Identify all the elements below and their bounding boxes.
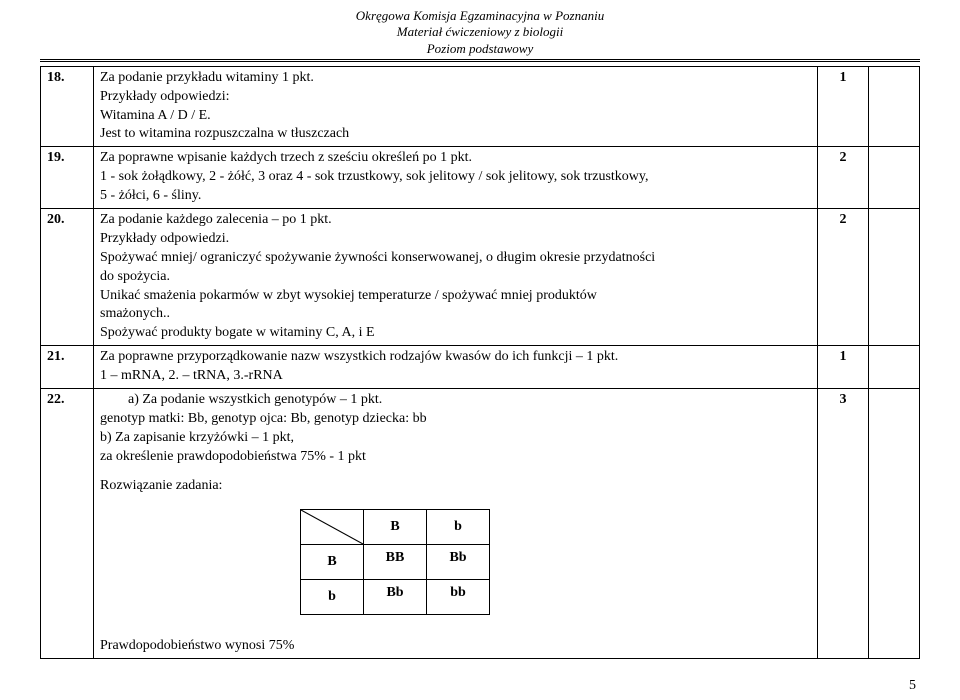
spacer [100,623,811,637]
content-line: a) Za podanie wszystkich genotypów – 1 p… [100,391,811,410]
punnett-col-header: b [427,510,490,545]
row-number: 18. [41,66,94,147]
content-line: Spożywać mniej/ ograniczyć spożywanie ży… [100,249,811,268]
table-row: 22. a) Za podanie wszystkich genotypów –… [41,389,920,659]
punnett-row-header: b [301,580,364,615]
content-line: Za poprawne wpisanie każdych trzech z sz… [100,149,811,168]
page: Okręgowa Komisja Egzaminacyjna w Poznani… [0,0,960,659]
punnett-cell: Bb [364,580,427,615]
row-blank [869,66,920,147]
probability-line: Prawdopodobieństwo wynosi 75% [100,637,811,656]
row-blank [869,389,920,659]
table-row: 18. Za podanie przykładu witaminy 1 pkt.… [41,66,920,147]
row-points: 2 [818,208,869,345]
row-blank [869,346,920,389]
content-line: Za poprawne przyporządkowanie nazw wszys… [100,348,811,367]
diagonal-icon [301,510,363,544]
row-blank [869,208,920,345]
row-points: 3 [818,389,869,659]
row-number: 19. [41,147,94,209]
row-content: Za podanie każdego zalecenia – po 1 pkt.… [94,208,818,345]
punnett-row-header: B [301,545,364,580]
row-number: 20. [41,208,94,345]
punnett-square: B b B BB Bb b Bb bb [100,509,811,615]
content-line: 1 - sok żołądkowy, 2 - żółć, 3 oraz 4 - … [100,168,811,187]
content-line: Witamina A / D / E. [100,107,811,126]
header-line-1: Okręgowa Komisja Egzaminacyjna w Poznani… [40,8,920,24]
content-line: za określenie prawdopodobieństwa 75% - 1… [100,448,811,467]
punnett-table: B b B BB Bb b Bb bb [300,509,490,615]
punnett-cell: Bb [427,545,490,580]
row-content: Za poprawne wpisanie każdych trzech z sz… [94,147,818,209]
row-points: 1 [818,346,869,389]
row-content: a) Za podanie wszystkich genotypów – 1 p… [94,389,818,659]
row-content: Za poprawne przyporządkowanie nazw wszys… [94,346,818,389]
table-row: 20. Za podanie każdego zalecenia – po 1 … [41,208,920,345]
row-content: Za podanie przykładu witaminy 1 pkt. Prz… [94,66,818,147]
table-row: 21. Za poprawne przyporządkowanie nazw w… [41,346,920,389]
content-line: Przykłady odpowiedzi: [100,88,811,107]
content-line: do spożycia. [100,268,811,287]
punnett-col-header: B [364,510,427,545]
header-rule-bottom [40,61,920,62]
content-line: b) Za zapisanie krzyżówki – 1 pkt, [100,429,811,448]
content-line: Przykłady odpowiedzi. [100,230,811,249]
content-line: Za podanie każdego zalecenia – po 1 pkt. [100,211,811,230]
content-line: Spożywać produkty bogate w witaminy C, A… [100,324,811,343]
solution-label: Rozwiązanie zadania: [100,477,811,496]
answer-key-table: 18. Za podanie przykładu witaminy 1 pkt.… [40,66,920,660]
doc-header: Okręgowa Komisja Egzaminacyjna w Poznani… [40,8,920,57]
row-points: 2 [818,147,869,209]
table-row: 19. Za poprawne wpisanie każdych trzech … [41,147,920,209]
content-line: genotyp matki: Bb, genotyp ojca: Bb, gen… [100,410,811,429]
punnett-corner [301,510,364,545]
row-number: 21. [41,346,94,389]
header-line-2: Materiał ćwiczeniowy z biologii [40,24,920,40]
content-line: Unikać smażenia pokarmów w zbyt wysokiej… [100,287,811,306]
spacer [100,467,811,477]
content-line: 1 – mRNA, 2. – tRNA, 3.-rRNA [100,367,811,386]
page-number: 5 [909,678,916,694]
punnett-cell: bb [427,580,490,615]
header-rule-top [40,59,920,60]
row-points: 1 [818,66,869,147]
header-line-3: Poziom podstawowy [40,41,920,57]
row-number: 22. [41,389,94,659]
content-line: Za podanie przykładu witaminy 1 pkt. [100,69,811,88]
row-blank [869,147,920,209]
content-line: Jest to witamina rozpuszczalna w tłuszcz… [100,125,811,144]
content-line: 5 - żółci, 6 - śliny. [100,187,811,206]
punnett-cell: BB [364,545,427,580]
content-line: smażonych.. [100,305,811,324]
